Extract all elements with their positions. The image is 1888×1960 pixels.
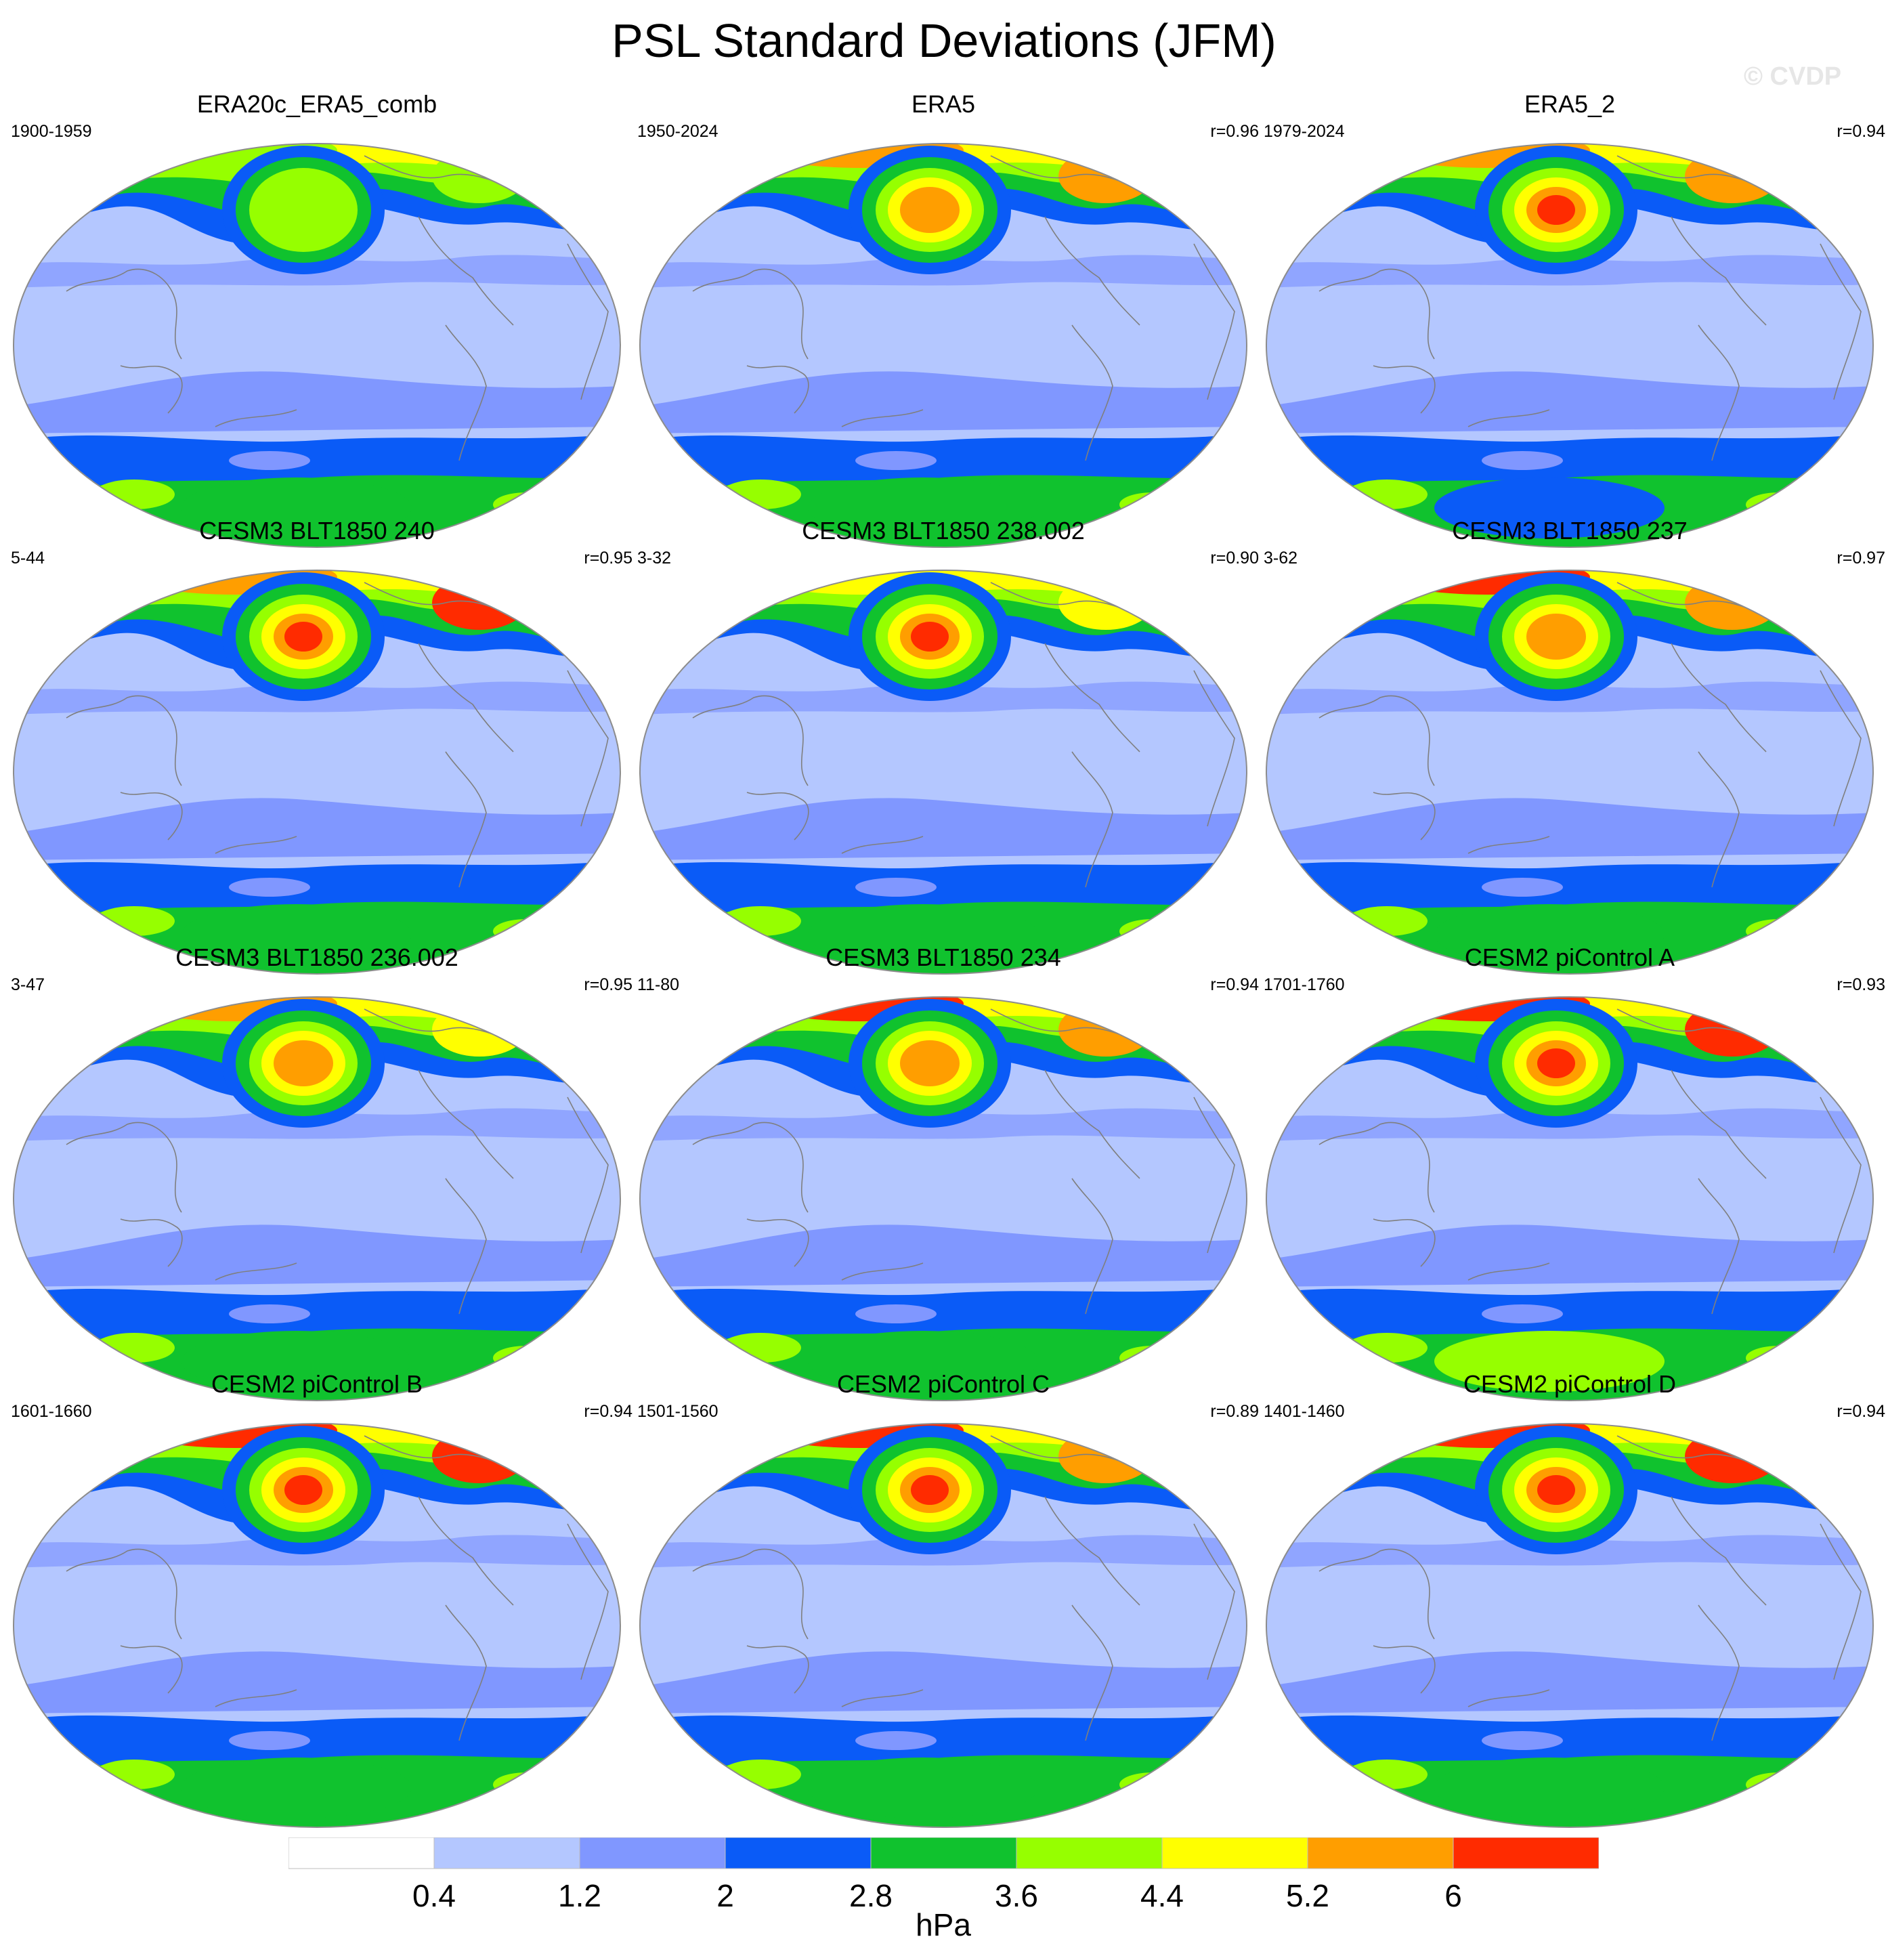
map-svg	[1266, 996, 1874, 1401]
cvdp-watermark: © CVDP	[1744, 62, 1842, 91]
panel-period: 1900-1959	[11, 122, 92, 141]
psl-field	[640, 997, 1247, 1401]
colorbar-unit-label: hPa	[916, 1907, 971, 1942]
psl-field	[1266, 997, 1873, 1401]
map-panel: ERA20c_ERA5_comb 1900-1959	[11, 90, 622, 548]
psl-field	[640, 1424, 1247, 1827]
panel-period: 1601-1660	[11, 1402, 92, 1421]
map-svg	[13, 1423, 621, 1828]
psl-field	[14, 570, 620, 974]
colorbar-swatch	[870, 1837, 1017, 1869]
panel-correlation: r=0.95	[584, 549, 632, 568]
panel-title: ERA5	[911, 90, 976, 118]
panel-title: CESM3 BLT1850 236.002	[175, 943, 458, 971]
colorbar-tick-label: 0.4	[412, 1878, 456, 1913]
map-svg	[639, 1423, 1247, 1828]
colorbar-tick-label: 3.6	[995, 1878, 1038, 1913]
psl-field	[1266, 1424, 1873, 1827]
psl-field	[14, 997, 620, 1401]
panel-period: 1501-1560	[637, 1402, 718, 1421]
map-svg	[13, 570, 621, 975]
panel-title: CESM2 piControl C	[836, 1370, 1050, 1398]
map-svg	[1266, 143, 1874, 548]
map-panel: CESM3 BLT1850 234 11-80 r=0.94	[637, 943, 1259, 1401]
panel-title: CESM3 BLT1850 237	[1452, 517, 1688, 545]
panel-period: 3-62	[1264, 549, 1298, 568]
panel-period: 1701-1760	[1264, 975, 1345, 994]
panel-title: CESM3 BLT1850 238.002	[802, 517, 1085, 545]
panel-title: CESM2 piControl B	[211, 1370, 423, 1398]
colorbar-swatch	[579, 1837, 726, 1869]
map-panel: CESM2 piControl B 1601-1660 r=0.94	[11, 1370, 632, 1828]
panel-period: 3-32	[637, 549, 672, 568]
panel-period: 1950-2024	[637, 122, 718, 141]
panel-period: 1979-2024	[1264, 122, 1345, 141]
map-svg	[639, 570, 1247, 975]
map-panel: CESM3 BLT1850 238.002 3-32 r=0.90	[637, 517, 1259, 975]
colorbar-tick-label: 2	[716, 1878, 734, 1913]
colorbar-tick-label: 4.4	[1140, 1878, 1184, 1913]
panel-correlation: r=0.94	[584, 1402, 632, 1421]
map-panel: CESM2 piControl A 1701-1760 r=0.93	[1264, 943, 1885, 1401]
panel-correlation: r=0.90	[1210, 549, 1259, 568]
psl-field	[14, 144, 620, 547]
map-panel: ERA5_2 1979-2024 r=0.94	[1264, 90, 1885, 548]
colorbar-swatch	[1453, 1837, 1599, 1869]
colorbar-swatch	[1307, 1837, 1454, 1869]
panel-title: CESM3 BLT1850 240	[199, 517, 435, 545]
panel-title: ERA20c_ERA5_comb	[196, 90, 437, 118]
map-panel: ERA5 1950-2024 r=0.96	[637, 90, 1259, 548]
panel-title: CESM3 BLT1850 234	[825, 943, 1061, 971]
map-panel: CESM2 piControl D 1401-1460 r=0.94	[1264, 1370, 1885, 1828]
panel-correlation: r=0.97	[1837, 549, 1885, 568]
panel-period: 1401-1460	[1264, 1402, 1345, 1421]
panel-title: CESM2 piControl A	[1464, 943, 1675, 971]
panel-correlation: r=0.94	[1837, 1402, 1885, 1421]
colorbar-swatch	[1016, 1837, 1163, 1869]
colorbar-swatch	[725, 1837, 872, 1869]
map-panel: CESM3 BLT1850 240 5-44 r=0.95	[11, 517, 632, 975]
psl-field	[14, 1424, 620, 1827]
colorbar-swatch	[433, 1837, 580, 1869]
colorbar	[288, 1837, 1599, 1869]
panel-title: CESM2 piControl D	[1463, 1370, 1677, 1398]
map-svg	[1266, 1423, 1874, 1828]
panel-correlation: r=0.94	[1210, 975, 1259, 994]
figure-title: PSL Standard Deviations (JFM)	[612, 14, 1276, 67]
psl-field	[640, 570, 1247, 974]
panel-period: 3-47	[11, 975, 45, 994]
colorbar-tick-label: 2.8	[849, 1878, 893, 1913]
psl-field	[640, 144, 1247, 547]
map-svg	[13, 996, 621, 1401]
psl-field	[1266, 570, 1873, 974]
panel-correlation: r=0.89	[1210, 1402, 1259, 1421]
panel-title: ERA5_2	[1524, 90, 1616, 118]
colorbar-tick-label: 1.2	[558, 1878, 601, 1913]
panel-period: 5-44	[11, 549, 45, 568]
map-svg	[639, 996, 1247, 1401]
panel-correlation: r=0.96	[1210, 122, 1259, 141]
map-svg	[1266, 570, 1874, 975]
colorbar-swatch	[1161, 1837, 1308, 1869]
panel-correlation: r=0.95	[584, 975, 632, 994]
colorbar-swatch	[288, 1837, 435, 1869]
panel-correlation: r=0.94	[1837, 122, 1885, 141]
colorbar-tick-label: 5.2	[1286, 1878, 1329, 1913]
psl-field	[1266, 144, 1873, 547]
panel-period: 11-80	[637, 975, 680, 994]
map-svg	[639, 143, 1247, 548]
colorbar-tick-label: 6	[1444, 1878, 1462, 1913]
map-panel: CESM3 BLT1850 236.002 3-47 r=0.95	[11, 943, 632, 1401]
panel-correlation: r=0.93	[1837, 975, 1885, 994]
map-panel: CESM2 piControl C 1501-1560 r=0.89	[637, 1370, 1259, 1828]
map-svg	[13, 143, 621, 548]
map-panel: CESM3 BLT1850 237 3-62 r=0.97	[1264, 517, 1885, 975]
